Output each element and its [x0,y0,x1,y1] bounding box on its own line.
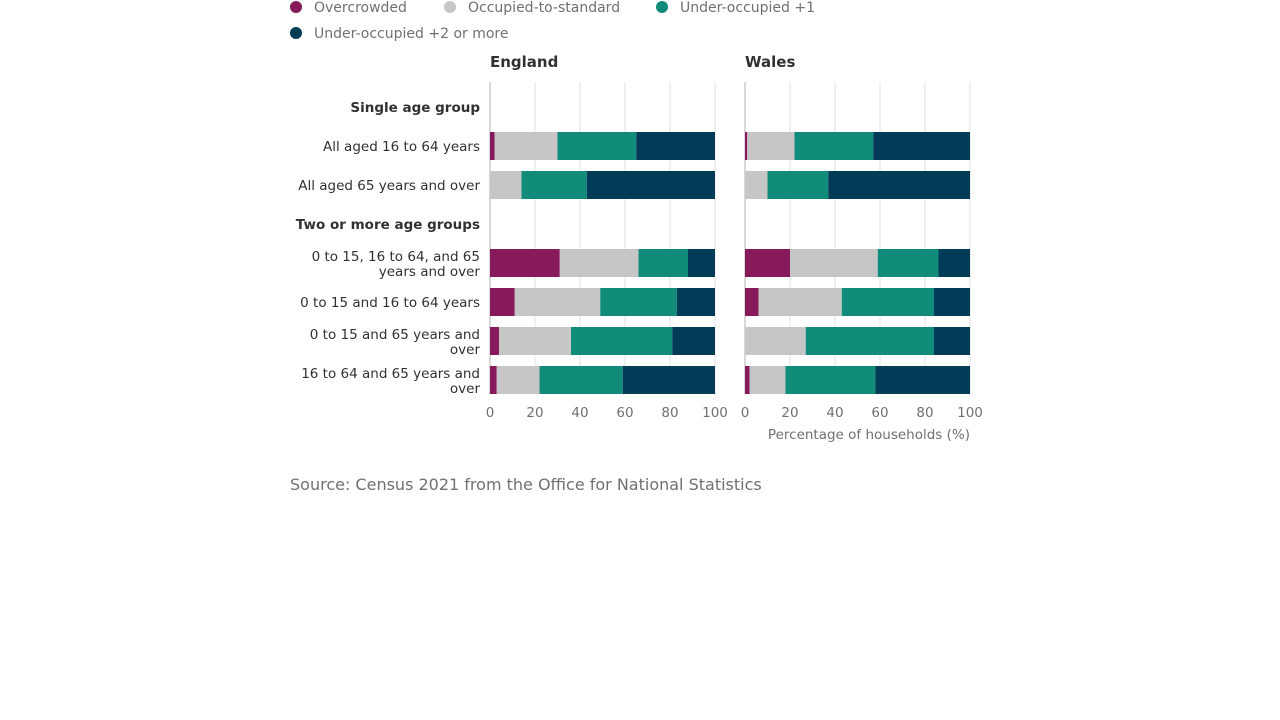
bar-england-row1-occupied-to-standard [494,132,558,160]
x-tick-label-80: 80 [661,405,678,421]
bar-england-row1-under-occupied-1 [557,132,637,160]
bar-wales-row6-occupied-to-standard [745,327,806,355]
legend-marker-occupied-to-standard [444,1,456,13]
bar-england-row7-overcrowded [490,366,497,394]
bar-england-row2-under-occupied-1 [521,171,587,199]
bar-wales-row6-under-occupied-2-or-more [934,327,970,355]
bar-england-row5-under-occupied-2-or-more [676,288,715,316]
legend: Overcrowded Occupied-to-standard Under-occ… [290,0,815,42]
x-tick-label-20: 20 [526,405,543,421]
legend-label-under-occupied-1: Under-occupied +1 [680,0,815,16]
bar-england-row5-under-occupied-1 [600,288,677,316]
bar-wales-row2-under-occupied-2-or-more [828,171,970,199]
bar-wales-row2-occupied-to-standard [745,171,768,199]
bar-england-row1-overcrowded [490,132,495,160]
bar-england-row1-under-occupied-2-or-more [636,132,715,160]
category-label-line: years and over [379,264,481,280]
bar-wales-row2-under-occupied-1 [767,171,829,199]
x-tick-label-100: 100 [957,405,983,421]
x-tick-label-20: 20 [781,405,798,421]
bar-wales-row7-under-occupied-2-or-more [875,366,970,394]
category-label-line: over [450,381,481,397]
bar-england-row6-under-occupied-2-or-more [672,327,715,355]
category-labels: Single age group All aged 16 to 64 years A… [296,100,481,397]
source-note: Source: Census 2021 from the Office for … [290,475,762,494]
bar-england-row2-occupied-to-standard [490,171,522,199]
bar-wales-row1-overcrowded [745,132,748,160]
group-heading-two-or-more-age-groups: Two or more age groups [296,217,480,233]
legend-marker-overcrowded [290,1,302,13]
legend-label-occupied-to-standard: Occupied-to-standard [468,0,620,16]
bar-wales-row7-occupied-to-standard [749,366,786,394]
category-label-line: 16 to 64 and 65 years and [301,366,480,382]
bar-wales-row1-under-occupied-1 [794,132,874,160]
bar-england-row7-under-occupied-2-or-more [622,366,715,394]
x-tick-label-60: 60 [616,405,633,421]
bar-wales-row4-occupied-to-standard [790,249,878,277]
category-label-line: over [450,342,481,358]
bar-england-row7-under-occupied-1 [539,366,623,394]
legend-marker-under-occupied-1 [656,1,668,13]
category-label-0-to-15-and-65-years-and-over: 0 to 15 and 65 years and over [310,327,481,358]
bar-wales-row5-under-occupied-1 [841,288,934,316]
legend-label-under-occupied-2-or-more: Under-occupied +2 or more [314,26,508,42]
category-label-16-to-64-and-65-years-and-over: 16 to 64 and 65 years and over [301,366,480,397]
bar-wales-row4-overcrowded [745,249,790,277]
category-label-0-to-15-and-16-to-64-years: 0 to 15 and 16 to 64 years [300,295,480,311]
category-label-line: 0 to 15 and 65 years and [310,327,480,343]
category-label-all-aged-65-years-and-over: All aged 65 years and over [298,178,480,194]
panel-title-england: England [490,53,558,71]
bar-england-row5-occupied-to-standard [514,288,601,316]
x-tick-label-100: 100 [702,405,728,421]
group-heading-single-age-group: Single age group [350,100,480,116]
bar-england-row4-occupied-to-standard [559,249,639,277]
x-tick-label-0: 0 [741,405,750,421]
bar-wales-row1-occupied-to-standard [747,132,795,160]
x-axis-title: Percentage of households (%) [768,427,970,443]
category-label-line: 0 to 15, 16 to 64, and 65 [312,249,480,265]
x-tick-label-0: 0 [486,405,495,421]
bar-england-row4-under-occupied-1 [638,249,688,277]
legend-label-overcrowded: Overcrowded [314,0,407,16]
x-tick-label-60: 60 [871,405,888,421]
chart-panels: England 0 20 40 60 80 100 Wales 0 20 40 60 80 100 Perc… [486,53,983,443]
x-tick-label-40: 40 [826,405,843,421]
bar-wales-row7-under-occupied-1 [785,366,876,394]
bar-wales-row6-under-occupied-1 [805,327,934,355]
category-label-0-to-15-16-to-64-and-65-years-and-over: 0 to 15, 16 to 64, and 65 years and over [312,249,481,280]
x-tick-label-80: 80 [916,405,933,421]
bar-england-row4-under-occupied-2-or-more [688,249,715,277]
bar-wales-row5-overcrowded [745,288,759,316]
panel-wales: Wales 0 20 40 60 80 100 [741,53,983,421]
category-label-all-aged-16-to-64-years: All aged 16 to 64 years [323,139,480,155]
bar-wales-row5-occupied-to-standard [758,288,842,316]
legend-marker-under-occupied-2-or-more [290,27,302,39]
bar-wales-row5-under-occupied-2-or-more [934,288,970,316]
bar-england-row6-under-occupied-1 [571,327,673,355]
bar-england-row2-under-occupied-2-or-more [586,171,715,199]
bar-wales-row7-overcrowded [745,366,750,394]
bar-england-row4-overcrowded [490,249,560,277]
x-tick-label-40: 40 [571,405,588,421]
bar-england-row7-occupied-to-standard [496,366,540,394]
bar-wales-row4-under-occupied-1 [877,249,939,277]
bar-england-row5-overcrowded [490,288,515,316]
bar-england-row6-overcrowded [490,327,499,355]
bar-wales-row4-under-occupied-2-or-more [938,249,970,277]
panel-england: England 0 20 40 60 80 100 [486,53,728,421]
panel-title-wales: Wales [745,53,795,71]
bar-wales-row1-under-occupied-2-or-more [873,132,970,160]
bar-england-row6-occupied-to-standard [499,327,571,355]
